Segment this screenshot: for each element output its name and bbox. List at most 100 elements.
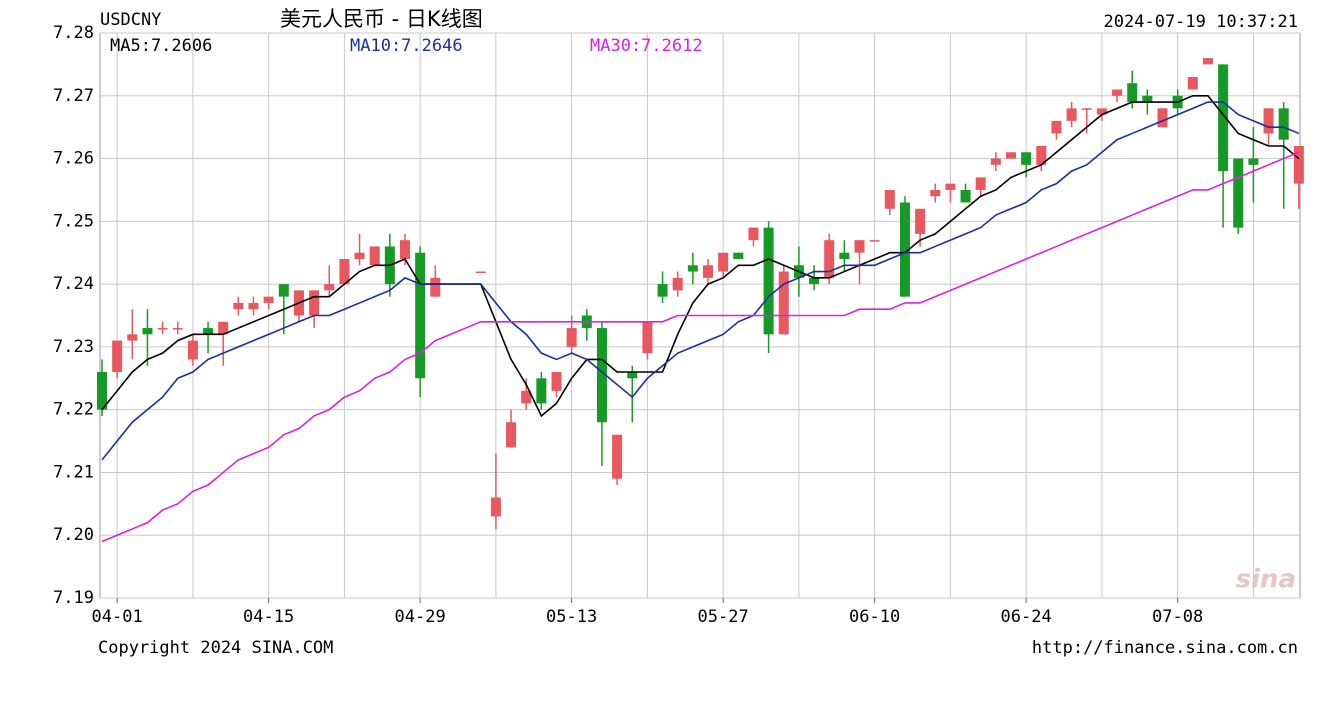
legend-label: MA10:7.2646 bbox=[350, 36, 463, 56]
candle-body bbox=[1233, 158, 1244, 228]
x-tick-label: 06-24 bbox=[1001, 607, 1052, 627]
candle-body bbox=[1187, 76, 1198, 90]
candle-body bbox=[839, 252, 850, 259]
candle-body bbox=[884, 189, 895, 209]
candle-body bbox=[127, 334, 138, 341]
candle-body bbox=[263, 296, 274, 303]
candle-body bbox=[1081, 108, 1092, 110]
chart-title: 美元人民币 - 日K线图 bbox=[280, 7, 483, 31]
candle-body bbox=[854, 240, 865, 253]
y-tick-label: 7.28 bbox=[53, 23, 94, 43]
candle-body bbox=[778, 271, 789, 335]
candle-body bbox=[551, 372, 562, 391]
candle-body bbox=[400, 240, 410, 259]
candle-body bbox=[415, 252, 426, 379]
candle-body bbox=[1036, 146, 1047, 165]
y-tick-label: 7.26 bbox=[53, 149, 94, 169]
y-tick-label: 7.22 bbox=[53, 400, 94, 420]
candle-body bbox=[142, 328, 153, 335]
candle-body bbox=[627, 372, 638, 379]
y-tick-label: 7.25 bbox=[53, 211, 94, 231]
source-url: http://finance.sina.com.cn bbox=[1032, 638, 1298, 658]
candle-body bbox=[187, 340, 198, 360]
watermark: sina bbox=[1236, 565, 1296, 595]
candle-body bbox=[1127, 83, 1138, 103]
candle-body bbox=[309, 290, 320, 316]
candle-body bbox=[612, 434, 623, 479]
candle-body bbox=[430, 277, 441, 297]
candle-body bbox=[233, 302, 244, 310]
candle-body bbox=[354, 252, 365, 259]
x-tick-label: 06-10 bbox=[849, 607, 900, 627]
candle-body bbox=[763, 227, 774, 335]
candle-body bbox=[566, 328, 577, 347]
ma-line bbox=[101, 101, 1300, 461]
candle-body bbox=[733, 252, 744, 259]
ma-line bbox=[101, 94, 1300, 418]
candle-body bbox=[960, 189, 971, 203]
candle-body bbox=[930, 189, 941, 197]
candle-body bbox=[703, 265, 713, 278]
candle-body bbox=[945, 183, 956, 190]
candle-body bbox=[1112, 89, 1123, 96]
symbol: USDCNY bbox=[100, 10, 161, 30]
candle-body bbox=[824, 240, 835, 278]
candle-body bbox=[278, 284, 289, 297]
candle-body bbox=[1218, 64, 1229, 172]
timestamp: 2024-07-19 10:37:21 bbox=[1104, 12, 1298, 32]
candle-body bbox=[248, 302, 259, 310]
y-tick-label: 7.27 bbox=[53, 86, 94, 106]
candle-body bbox=[521, 390, 532, 404]
y-tick-label: 7.20 bbox=[53, 525, 94, 545]
legend-label: MA5:7.2606 bbox=[110, 36, 212, 56]
candle-body bbox=[990, 158, 1001, 165]
candle-body bbox=[475, 271, 486, 274]
candle-body bbox=[1006, 152, 1016, 159]
y-tick-label: 7.19 bbox=[53, 588, 94, 608]
candle-body bbox=[112, 340, 123, 372]
y-tick-label: 7.24 bbox=[53, 274, 94, 294]
x-tick-label: 05-27 bbox=[698, 607, 749, 627]
candle-body bbox=[218, 321, 229, 335]
y-tick-label: 7.21 bbox=[53, 462, 94, 482]
candle-body bbox=[596, 328, 607, 423]
candle-body bbox=[687, 265, 698, 272]
candle-body bbox=[1142, 95, 1153, 103]
x-tick-label: 07-08 bbox=[1152, 607, 1203, 627]
candle-body bbox=[172, 328, 183, 330]
candle-body bbox=[899, 202, 910, 297]
candle-body bbox=[1157, 108, 1168, 128]
candle-body bbox=[1051, 120, 1062, 134]
candle-body bbox=[506, 422, 517, 448]
candle-body bbox=[536, 378, 547, 404]
candle-body bbox=[203, 328, 214, 335]
candle-body bbox=[869, 240, 880, 242]
x-tick-label: 05-13 bbox=[546, 607, 597, 627]
candle-body bbox=[718, 252, 729, 272]
candle-body bbox=[369, 246, 380, 266]
candle-body bbox=[657, 284, 668, 297]
ma-line bbox=[101, 151, 1300, 543]
candle-body bbox=[1248, 158, 1259, 165]
copyright: Copyright 2024 SINA.COM bbox=[98, 638, 333, 658]
candle-body bbox=[157, 328, 168, 330]
candle-body bbox=[748, 227, 759, 241]
candle-body bbox=[1293, 146, 1304, 184]
y-tick-label: 7.23 bbox=[53, 337, 94, 357]
candle-body bbox=[1096, 108, 1107, 115]
candle-body bbox=[915, 208, 926, 234]
candle-body bbox=[1263, 108, 1274, 134]
candle-body bbox=[97, 372, 107, 410]
candle-body bbox=[672, 277, 683, 291]
candle-body bbox=[975, 177, 986, 190]
candle-body bbox=[1202, 58, 1213, 65]
candle-body bbox=[1066, 108, 1077, 121]
candle-body bbox=[1278, 108, 1289, 140]
candle-body bbox=[642, 321, 653, 354]
candle-body bbox=[324, 284, 335, 291]
x-tick-label: 04-01 bbox=[92, 607, 143, 627]
candle-body bbox=[490, 497, 501, 517]
x-tick-label: 04-15 bbox=[243, 607, 294, 627]
legend-label: MA30:7.2612 bbox=[590, 36, 703, 56]
